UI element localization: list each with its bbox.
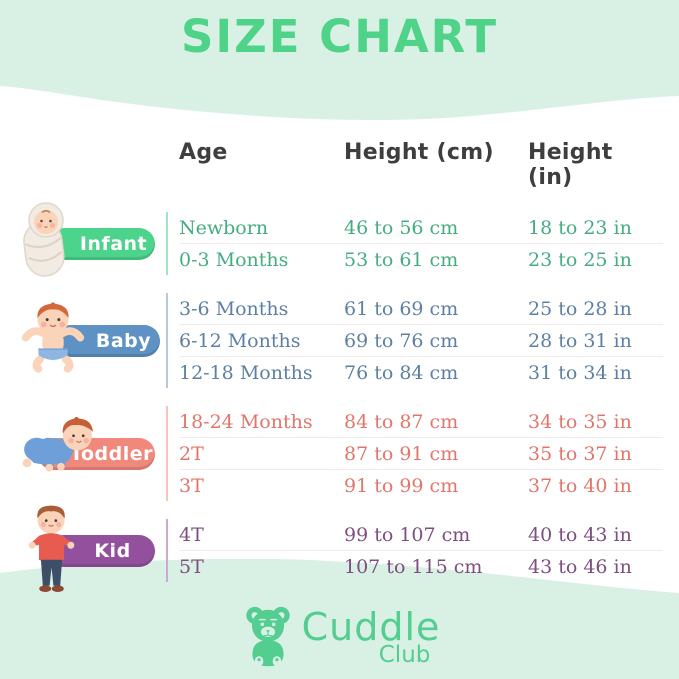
table-row: 3T 91 to 99 cm 37 to 40 in [179, 469, 663, 501]
table-row: 12-18 Months 76 to 84 cm 31 to 34 in [179, 356, 663, 388]
group-infant: Infant Newborn 46 to 56 cm 18 to 23 in 0… [16, 201, 671, 277]
table-row: 5T 107 to 115 cm 43 to 46 in [179, 550, 663, 582]
group-label: Toddler [70, 442, 153, 465]
size-chart-table: Age Height (cm) Height (in) [16, 140, 671, 600]
cell-age: 4T [179, 523, 204, 546]
header-height-in: Height (in) [528, 140, 613, 190]
cell-height-cm: 46 to 56 cm [344, 216, 459, 239]
cell-height-in: 43 to 46 in [528, 555, 632, 578]
group-toddler: Toddler 18-24 Months 84 to 87 cm 34 to 3… [16, 406, 671, 501]
header-age: Age [179, 140, 228, 165]
cell-age: Newborn [179, 216, 269, 239]
crawling-toddler-illustration [22, 416, 93, 472]
cell-height-in: 23 to 25 in [528, 248, 632, 271]
table-row: 6-12 Months 69 to 76 cm 28 to 31 in [179, 324, 663, 356]
sitting-baby-illustration [21, 301, 85, 373]
group-baby-side: Baby [16, 293, 166, 388]
cell-height-cm: 61 to 69 cm [344, 297, 459, 320]
cell-height-cm: 76 to 84 cm [344, 361, 459, 384]
cell-height-in: 25 to 28 in [528, 297, 632, 320]
cell-height-in: 18 to 23 in [528, 216, 632, 239]
cell-age: 18-24 Months [179, 410, 313, 433]
cell-height-cm: 91 to 99 cm [344, 474, 459, 497]
table-row: 18-24 Months 84 to 87 cm 34 to 35 in [179, 406, 663, 437]
group-infant-side: Infant [16, 201, 166, 277]
cell-height-in: 40 to 43 in [528, 523, 632, 546]
cell-height-cm: 53 to 61 cm [344, 248, 459, 271]
teddy-bear-icon [245, 606, 290, 667]
cell-age: 3-6 Months [179, 297, 289, 320]
cell-age: 6-12 Months [179, 329, 301, 352]
table-row: 3-6 Months 61 to 69 cm 25 to 28 in [179, 293, 663, 324]
kid-rows: 4T 99 to 107 cm 40 to 43 in 5T 107 to 11… [166, 519, 663, 582]
cell-age: 12-18 Months [179, 361, 313, 384]
header-height-cm: Height (cm) [344, 140, 494, 165]
group-kid: Kid 4T 99 to 107 cm 40 to 43 in 5T 107 t… [16, 505, 671, 592]
cell-height-in: 37 to 40 in [528, 474, 632, 497]
brand-name: Cuddle [301, 604, 441, 649]
brand-logo: Cuddle Club [0, 599, 679, 675]
group-baby: Baby 3-6 Months 61 to 69 cm 25 to 28 in … [16, 293, 671, 388]
group-label: Infant [79, 232, 148, 255]
group-toddler-side: Toddler [16, 406, 166, 501]
cell-height-in: 28 to 31 in [528, 329, 632, 352]
cell-height-cm: 69 to 76 cm [344, 329, 459, 352]
cell-height-cm: 107 to 115 cm [344, 555, 483, 578]
cell-height-cm: 84 to 87 cm [344, 410, 459, 433]
baby-rows: 3-6 Months 61 to 69 cm 25 to 28 in 6-12 … [166, 293, 663, 388]
table-row: Newborn 46 to 56 cm 18 to 23 in [179, 212, 663, 243]
table-row: 0-3 Months 53 to 61 cm 23 to 25 in [179, 243, 663, 275]
swaddled-infant-illustration [23, 201, 65, 277]
cell-height-cm: 87 to 91 cm [344, 442, 459, 465]
cell-age: 0-3 Months [179, 248, 289, 271]
group-kid-side: Kid [16, 505, 166, 592]
toddler-rows: 18-24 Months 84 to 87 cm 34 to 35 in 2T … [166, 406, 663, 501]
brand-wordmark: Cuddle Club [302, 608, 441, 667]
group-label: Kid [94, 539, 131, 562]
table-row: 2T 87 to 91 cm 35 to 37 in [179, 437, 663, 469]
table-row: 4T 99 to 107 cm 40 to 43 in [179, 519, 663, 550]
infant-rows: Newborn 46 to 56 cm 18 to 23 in 0-3 Mont… [166, 212, 663, 275]
group-label: Baby [95, 329, 152, 352]
page-title: SIZE CHART [180, 10, 499, 63]
infant-pill-label: Infant [48, 227, 155, 260]
cell-age: 5T [179, 555, 204, 578]
standing-kid-illustration [28, 505, 75, 592]
table-header-row: Age Height (cm) Height (in) [179, 140, 663, 190]
cell-age: 2T [179, 442, 204, 465]
cell-height-cm: 99 to 107 cm [344, 523, 471, 546]
cell-height-in: 35 to 37 in [528, 442, 632, 465]
cell-age: 3T [179, 474, 204, 497]
brand-subname: Club [378, 641, 431, 668]
cell-height-in: 34 to 35 in [528, 410, 632, 433]
cell-height-in: 31 to 34 in [528, 361, 632, 384]
